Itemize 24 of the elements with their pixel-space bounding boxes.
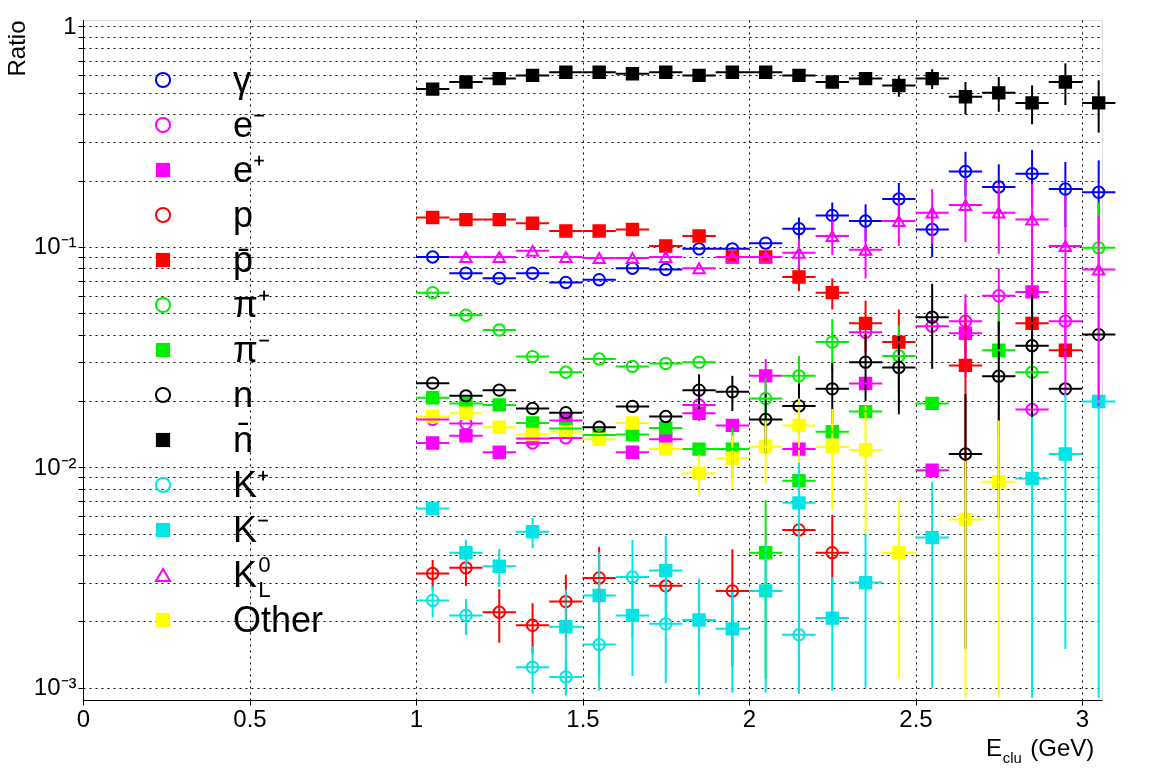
x-tick-label: 1.5 <box>566 704 600 732</box>
x-tick-label: 3 <box>1075 704 1090 732</box>
legend-label: γ <box>233 59 251 100</box>
legend-label: p <box>233 194 254 235</box>
legend-label: e⁻ <box>233 104 266 145</box>
y-tick-label: 1 <box>63 11 77 39</box>
y-tick-label: 10⁻³ <box>33 673 77 701</box>
legend-label: π⁺ <box>233 284 270 325</box>
y-tick-label: 10⁻¹ <box>33 232 77 260</box>
legend-label: e⁺ <box>233 149 266 190</box>
x-tick-label: 2.5 <box>899 704 933 732</box>
x-tick-label: 0 <box>76 704 91 732</box>
legend-label: K⁻ <box>233 509 270 550</box>
x-tick-label: 2 <box>742 704 757 732</box>
legend-label: n <box>233 374 254 415</box>
x-tick-label: 1 <box>409 704 424 732</box>
legend-label: π⁻ <box>233 329 270 370</box>
legend-label: Other <box>233 599 324 640</box>
legend-label: K⁺ <box>233 464 270 505</box>
x-tick-label: 0.5 <box>233 704 267 732</box>
legend-label: n̄ <box>233 419 254 460</box>
y-axis-title: Ratio <box>2 20 30 77</box>
y-tick-label: 10⁻² <box>33 452 77 480</box>
legend-label: p̄ <box>233 239 254 280</box>
